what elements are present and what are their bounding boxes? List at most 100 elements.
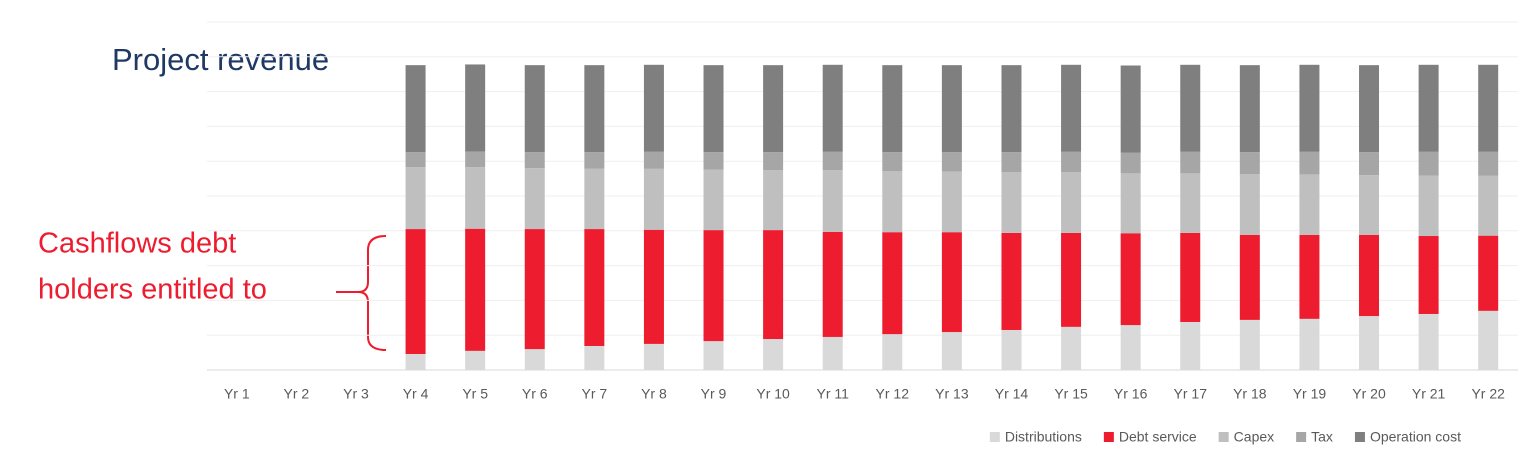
bar-segment — [941, 152, 962, 172]
bar-segment — [882, 65, 903, 153]
bar-segment — [584, 65, 605, 153]
bar-segment — [1418, 236, 1439, 314]
bar-segment — [1061, 151, 1082, 173]
bar-segment — [405, 167, 426, 230]
bar-segment — [524, 349, 545, 370]
legend-label: Operation cost — [1370, 429, 1461, 445]
bar-segment — [1120, 173, 1141, 234]
bar-segment — [1180, 173, 1201, 233]
bar-segment — [524, 229, 545, 350]
bar-segment — [405, 353, 426, 370]
bar-segment — [643, 151, 664, 169]
bar-segment — [465, 228, 486, 351]
x-tick-label: Yr 22 — [1471, 386, 1505, 402]
bar-segment — [584, 168, 605, 230]
bar-segment — [1061, 232, 1082, 327]
bar-segment — [524, 168, 545, 230]
bar-segment — [584, 152, 605, 169]
bar-segment — [822, 336, 843, 370]
bar-segment — [763, 170, 784, 231]
bar-segment — [941, 332, 962, 370]
legend-swatch — [989, 432, 1000, 442]
x-tick-label: Yr 6 — [522, 386, 548, 402]
x-tick-label: Yr 21 — [1412, 386, 1446, 402]
bar-segment — [703, 230, 724, 342]
bar-segment — [1120, 152, 1141, 174]
bar-segment — [584, 229, 605, 346]
x-tick-label: Yr 17 — [1174, 386, 1208, 402]
bar-segment — [1239, 174, 1260, 235]
x-tick-label: Yr 12 — [876, 386, 910, 402]
bar-segment — [1359, 234, 1380, 317]
bar-segment — [1478, 235, 1499, 311]
bar-segment — [1001, 152, 1022, 172]
bar-segment — [1418, 64, 1439, 152]
bar-segment — [703, 169, 724, 231]
x-tick-label: Yr 15 — [1054, 386, 1088, 402]
bar-segment — [524, 152, 545, 169]
bar-segment — [822, 151, 843, 171]
bar-segment — [1180, 64, 1201, 152]
x-tick-label: Yr 14 — [995, 386, 1029, 402]
annotation: Cashflows debt — [38, 228, 236, 260]
bar-segment — [941, 171, 962, 233]
bar-segment — [405, 152, 426, 168]
bar-segment — [1120, 233, 1141, 326]
bar-segment — [1478, 175, 1499, 236]
bar-segment — [1001, 65, 1022, 153]
bar-segment — [1418, 175, 1439, 237]
brace — [336, 235, 387, 351]
bar-segment — [1478, 64, 1499, 152]
x-tick-label: Yr 7 — [581, 386, 607, 402]
bar-segment — [941, 232, 962, 333]
x-tick-label: Yr 2 — [284, 386, 310, 402]
bar-segment — [465, 151, 486, 168]
bar-segment — [524, 65, 545, 153]
bar-segment — [763, 152, 784, 171]
bar-segment — [882, 232, 903, 335]
x-tick-label: Yr 13 — [935, 386, 969, 402]
bar-segment — [1478, 151, 1499, 176]
bar-segment — [1239, 319, 1260, 370]
bar-segment — [822, 231, 843, 337]
bar-segment — [1239, 234, 1260, 320]
legend-label: Distributions — [1005, 429, 1082, 445]
x-tick-label: Yr 4 — [403, 386, 429, 402]
x-tick-label: Yr 18 — [1233, 386, 1267, 402]
bar-segment — [822, 170, 843, 232]
bar-segment — [1001, 329, 1022, 370]
legend-label: Capex — [1234, 429, 1274, 445]
bar-segment — [763, 230, 784, 340]
bar-segment — [643, 229, 664, 344]
bar-segment — [1120, 65, 1141, 153]
bar-segment — [643, 168, 664, 230]
bar-segment — [941, 65, 962, 153]
legend-swatch — [1354, 432, 1365, 442]
bar-segment — [703, 341, 724, 370]
x-tick-label: Yr 10 — [756, 386, 790, 402]
legend-swatch — [1218, 432, 1229, 442]
x-tick-label: Yr 8 — [641, 386, 667, 402]
bar-segment — [703, 65, 724, 153]
legend-swatch — [1296, 432, 1307, 442]
x-tick-label: Yr 19 — [1293, 386, 1327, 402]
bar-segment — [1299, 151, 1320, 175]
bar-segment — [405, 65, 426, 153]
bar-segment — [1418, 151, 1439, 176]
chart-title: Project revenue — [112, 42, 329, 77]
x-tick-label: Yr 9 — [701, 386, 727, 402]
bar-segment — [1299, 174, 1320, 235]
bar-segment — [1180, 232, 1201, 322]
bar-segment — [465, 64, 486, 152]
x-tick-label: Yr 16 — [1114, 386, 1148, 402]
bar-segment — [882, 334, 903, 370]
bar-segment — [643, 343, 664, 370]
bar-segment — [1180, 321, 1201, 370]
legend-label: Tax — [1311, 429, 1333, 445]
bar-segment — [1299, 318, 1320, 370]
bar-segment — [1299, 64, 1320, 152]
x-tick-label: Yr 1 — [224, 386, 250, 402]
bar-segment — [763, 65, 784, 153]
legend-label: Debt service — [1119, 429, 1197, 445]
